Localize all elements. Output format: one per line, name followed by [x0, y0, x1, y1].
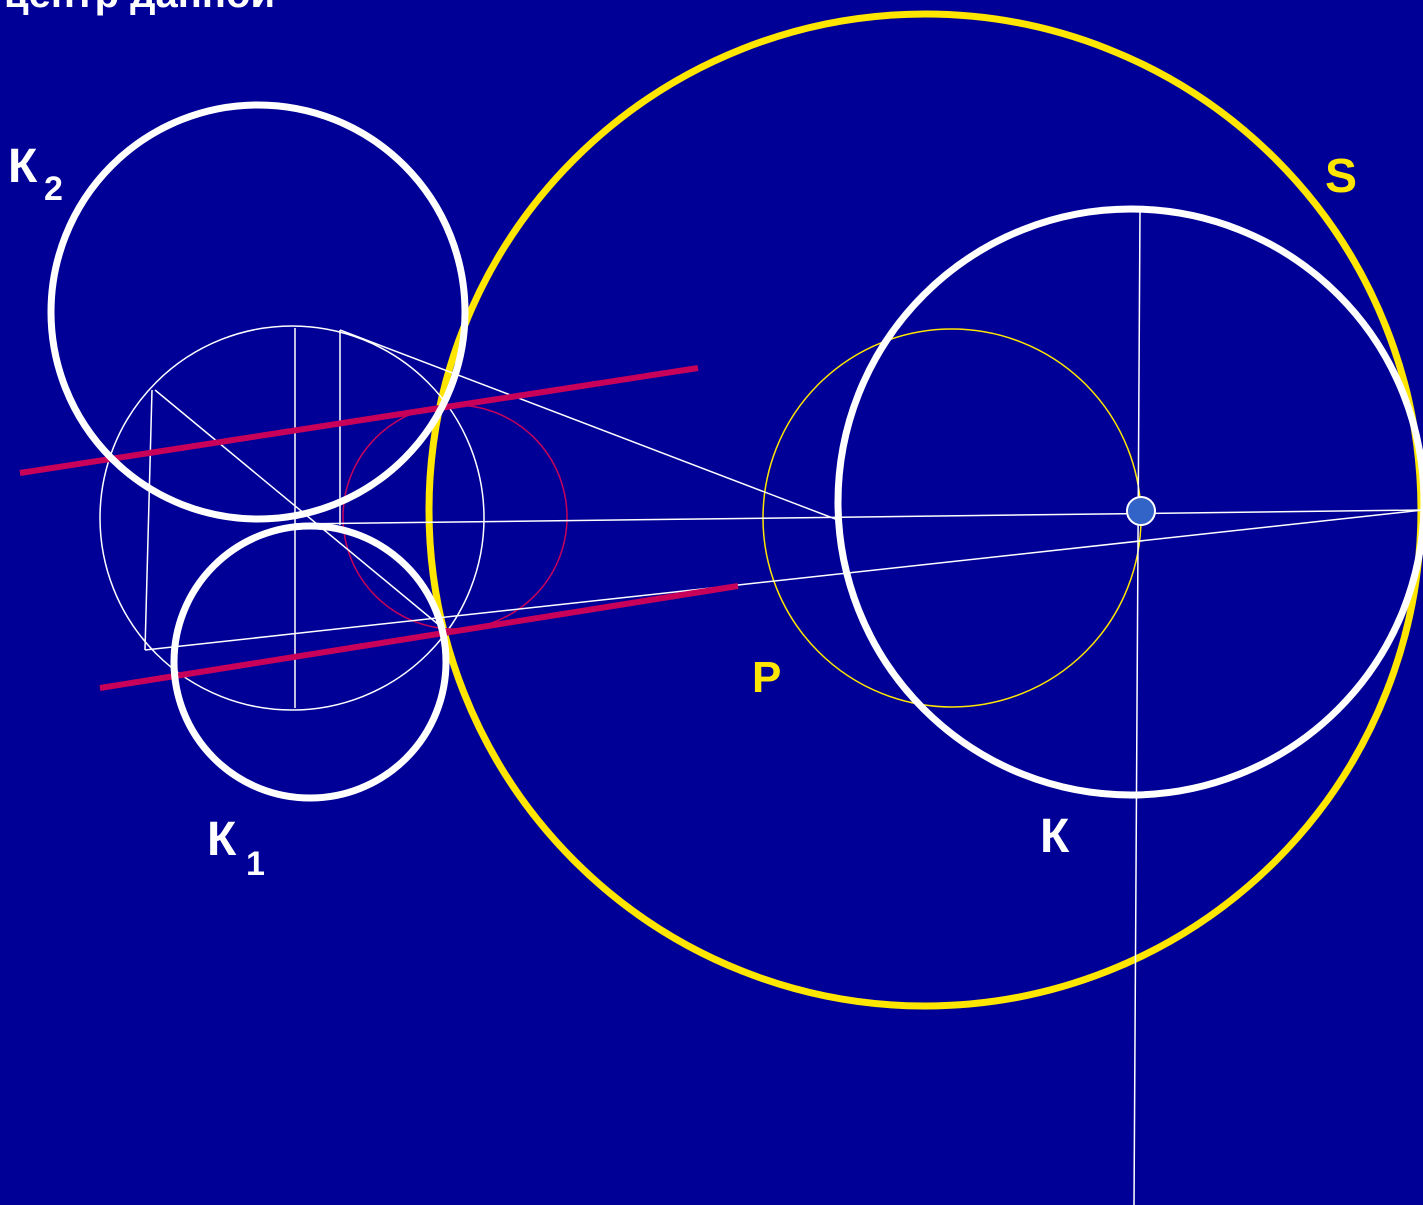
construction-circle	[99, 325, 485, 711]
circle-k1	[170, 522, 450, 802]
circle-k2	[47, 101, 469, 523]
magenta-line-lower	[99, 583, 739, 691]
magenta-line-upper	[19, 365, 699, 476]
label-k1: К	[207, 813, 237, 866]
label-p: Р	[752, 653, 781, 702]
vertical-line-k	[1133, 209, 1141, 1205]
label-k2: К	[8, 140, 38, 193]
label-k2-subscript: 2	[44, 170, 63, 208]
magenta-circle	[342, 404, 568, 630]
lower-tangent-line	[144, 509, 1423, 651]
diagonal-line	[154, 389, 446, 631]
top-caption: центр данной	[4, 0, 275, 17]
center-line	[294, 509, 1423, 525]
label-s: S	[1325, 150, 1357, 203]
upper-tangent-line	[339, 329, 839, 521]
label-k1-subscript: 1	[246, 845, 265, 883]
label-k: К	[1040, 810, 1070, 863]
vertical-line-3	[144, 389, 153, 651]
center-dot	[1126, 496, 1156, 526]
circle-k	[834, 205, 1423, 799]
circle-s	[425, 10, 1423, 1010]
